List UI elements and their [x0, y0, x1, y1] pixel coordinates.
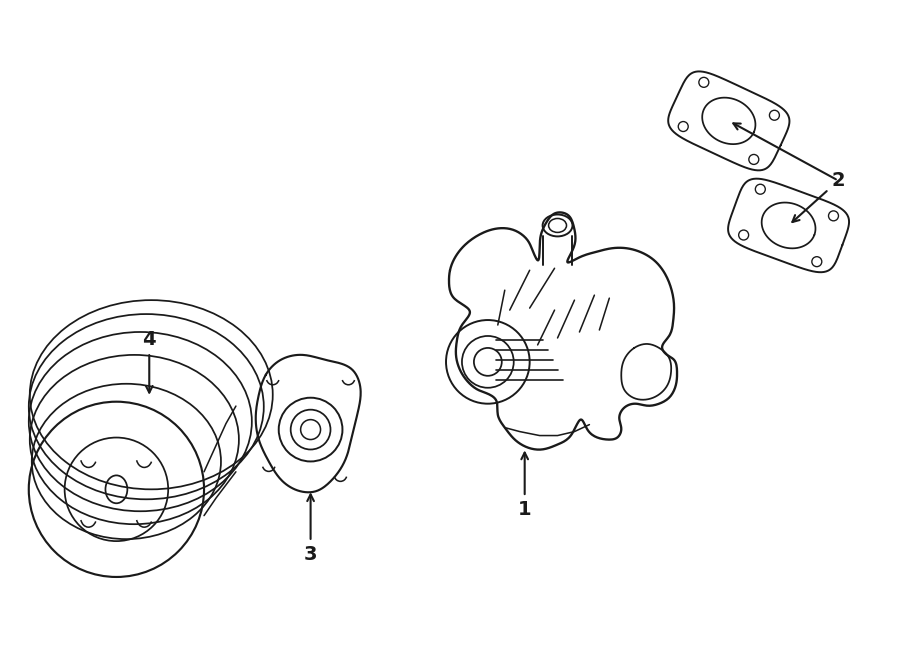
Text: 4: 4 [142, 330, 156, 393]
Text: 3: 3 [304, 494, 318, 564]
Text: 1: 1 [518, 453, 532, 519]
Text: 2: 2 [792, 171, 845, 222]
